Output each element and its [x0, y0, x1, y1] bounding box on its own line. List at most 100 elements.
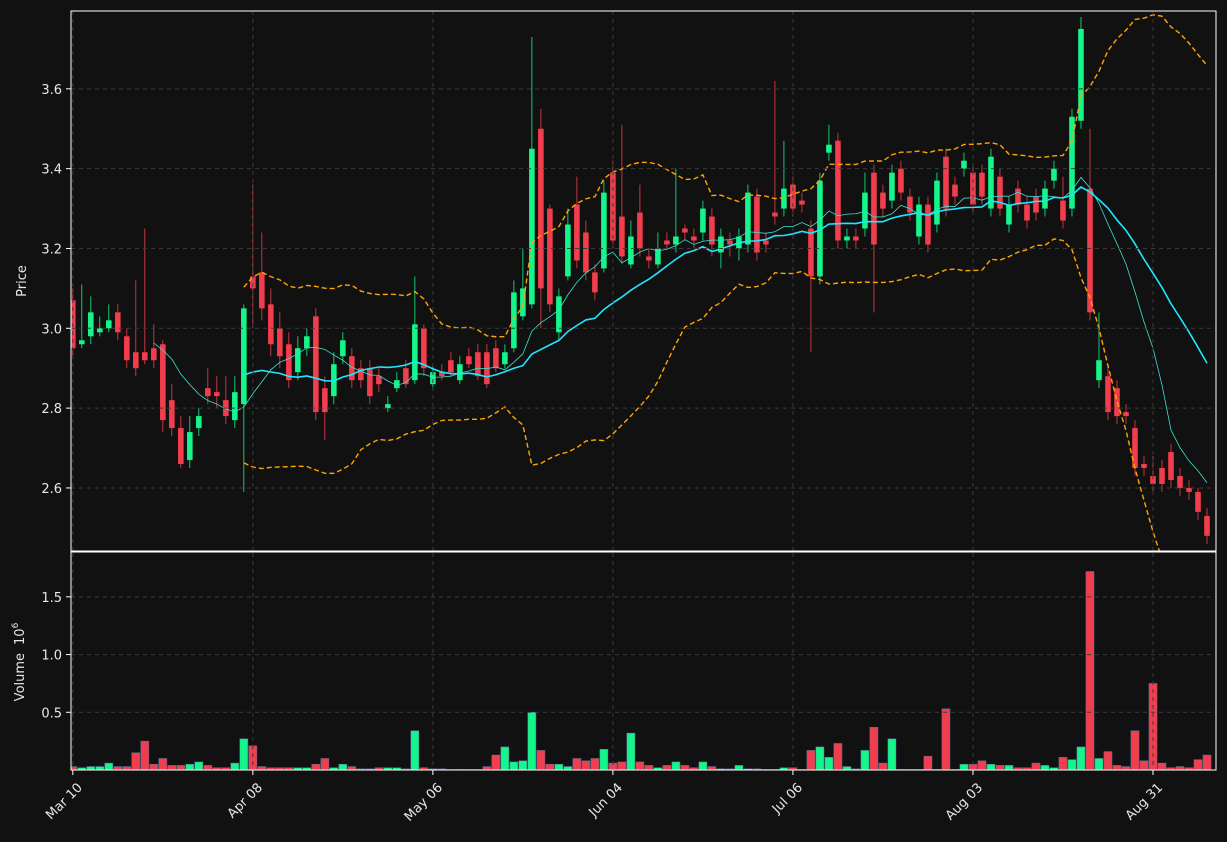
candle-body [547, 208, 553, 305]
y-tick-label: 3.2 [41, 242, 62, 257]
volume-bar [338, 763, 348, 770]
volume-bar [1175, 766, 1185, 770]
candle-body [439, 372, 445, 377]
volume-tick-label: 0.5 [41, 706, 62, 721]
price-plot [71, 14, 1210, 551]
candle-body [115, 312, 121, 333]
candle-body [592, 272, 598, 293]
candle-body [1096, 360, 1102, 381]
candle-body [583, 232, 589, 273]
candle-body [493, 348, 499, 369]
y-tick-label: 2.6 [41, 482, 62, 497]
candle-body [457, 364, 463, 381]
candle-body [97, 328, 103, 333]
moving-average [243, 186, 1208, 382]
candle-body [961, 160, 967, 169]
volume-bar [1139, 760, 1149, 770]
candle-body [943, 156, 949, 209]
volume-bar [572, 758, 582, 770]
volume-bar [563, 766, 573, 770]
volume-bar [923, 755, 933, 770]
x-tick-label: Aug 31 [1123, 780, 1166, 823]
candle-body [304, 336, 310, 349]
candle-body [1033, 196, 1039, 213]
candle-body [988, 156, 994, 209]
candle-body [979, 172, 985, 197]
candle-body [430, 372, 436, 385]
candle-body [277, 328, 283, 357]
volume-bar [131, 752, 141, 770]
volume-bar [203, 765, 213, 770]
candle-body [700, 208, 706, 233]
candle-body [421, 328, 427, 369]
volume-bar [536, 750, 546, 770]
candle-body [772, 212, 778, 217]
volume-bar [869, 727, 879, 770]
candle-body [1195, 491, 1201, 512]
candle-body [538, 128, 544, 289]
volume-bar [176, 765, 186, 770]
candle-body [601, 192, 607, 269]
candle-body [1186, 487, 1192, 492]
candle-body [862, 192, 868, 229]
candle-body [376, 376, 382, 385]
candle-body [169, 400, 175, 429]
volume-bar [554, 763, 564, 770]
candle-body [1123, 412, 1129, 417]
candle-body [673, 236, 679, 245]
candle-body [1042, 188, 1048, 209]
candle-body [475, 352, 481, 377]
volume-bar [104, 762, 114, 770]
candle-body [1078, 28, 1084, 121]
volume-bar [581, 760, 591, 770]
candle-body [907, 196, 913, 213]
volume-bar [140, 740, 150, 770]
candle-body [916, 204, 922, 237]
volume-bar [977, 760, 987, 770]
volume-bar [1121, 766, 1131, 770]
volume-bar [95, 766, 105, 770]
candle-body [718, 236, 724, 253]
volume-bar [545, 763, 555, 770]
volume-scale-base: 10 [13, 628, 28, 645]
volume-label: Volume [13, 653, 28, 701]
volume-bar [1130, 730, 1140, 770]
volume-bar [500, 746, 510, 770]
volume-bar [995, 765, 1005, 770]
candle-body [205, 388, 211, 397]
candle-body [196, 416, 202, 429]
volume-bar [824, 757, 834, 770]
candle-body [502, 352, 508, 365]
y-tick-label: 2.8 [41, 402, 62, 417]
volume-bar [410, 730, 420, 770]
volume-bar [986, 763, 996, 770]
candle-body [340, 340, 346, 357]
candle-body [889, 172, 895, 201]
volume-bar [860, 750, 870, 770]
candle-body [556, 296, 562, 333]
candle-body [214, 392, 220, 397]
candle-body [394, 380, 400, 389]
candle-body [1069, 116, 1075, 209]
volume-bar [806, 750, 816, 770]
candle-body [259, 272, 265, 309]
candle-body [691, 236, 697, 241]
volume-bar [716, 768, 726, 770]
volume-bar [842, 766, 852, 770]
candle-body [403, 368, 409, 385]
volume-bar [86, 766, 96, 770]
volume-bar [320, 758, 330, 770]
volume-bar [599, 748, 609, 770]
volume-bar [635, 761, 645, 770]
candle-body [106, 320, 112, 329]
volume-bar [707, 766, 717, 770]
volume-bar [680, 765, 690, 770]
candle-body [241, 308, 247, 405]
candle-body [1015, 188, 1021, 205]
candle-body [808, 228, 814, 277]
volume-bar [401, 768, 411, 770]
volume-tick-label: 1.5 [41, 591, 62, 606]
volume-bar [1103, 751, 1113, 770]
